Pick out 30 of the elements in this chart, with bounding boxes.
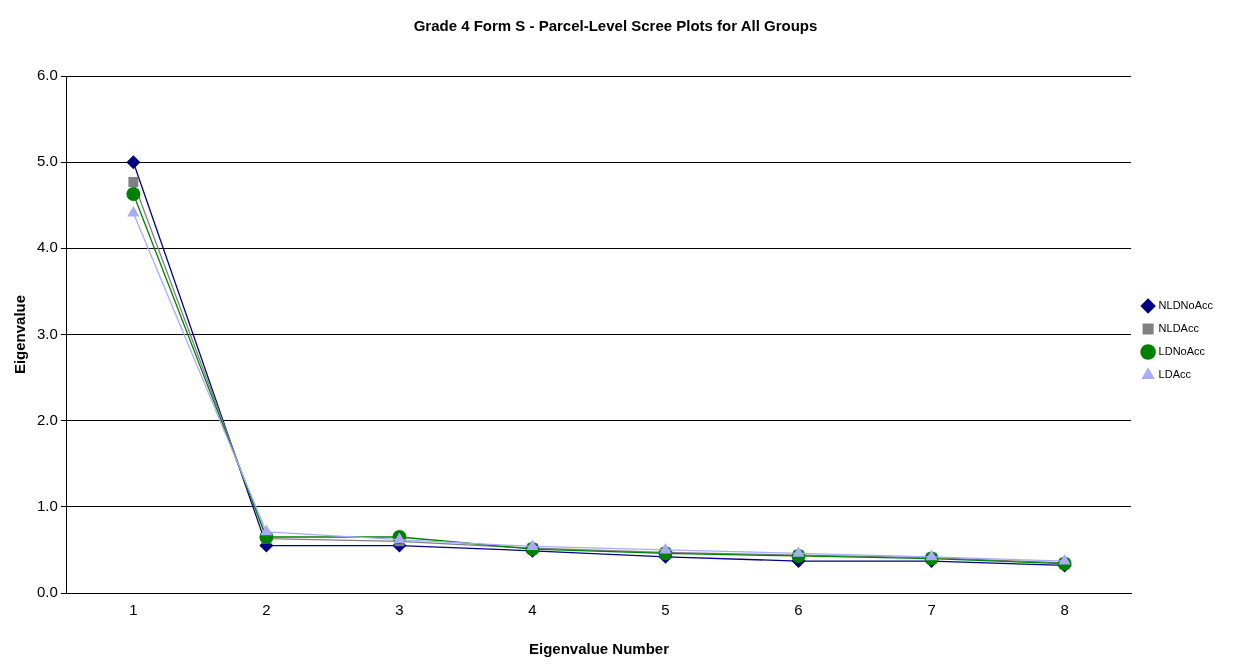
point bbox=[792, 546, 805, 557]
x-tick-label: 3 bbox=[395, 601, 404, 619]
point bbox=[127, 206, 140, 217]
y-tick-label: 2.0 bbox=[36, 410, 58, 428]
point bbox=[126, 155, 141, 170]
x-tick-label: 4 bbox=[528, 601, 537, 619]
x-tick-label: 7 bbox=[927, 601, 936, 619]
x-tick-label: 6 bbox=[794, 601, 803, 619]
legend-label: LDNoAcc bbox=[1158, 345, 1206, 358]
chart-title: Grade 4 Form S - Parcel-Level Scree Plots for All Groups bbox=[413, 17, 818, 35]
point bbox=[260, 524, 273, 536]
x-axis-title: Eigenvalue Number bbox=[528, 640, 670, 658]
point bbox=[126, 187, 141, 202]
x-tick-label: 5 bbox=[661, 601, 670, 619]
y-tick-label: 0.0 bbox=[36, 583, 58, 601]
y-tick-label: 6.0 bbox=[36, 66, 58, 84]
point bbox=[659, 542, 672, 554]
x-tick-label: 8 bbox=[1060, 601, 1069, 619]
x-tick-label: 1 bbox=[129, 601, 138, 619]
point bbox=[128, 177, 139, 187]
y-tick-label: 4.0 bbox=[36, 238, 58, 256]
legend-label: LDAcc bbox=[1158, 368, 1192, 381]
y-tick-label: 3.0 bbox=[36, 324, 58, 342]
y-axis-title: Eigenvalue bbox=[11, 294, 29, 375]
legend-label: NLDAcc bbox=[1158, 322, 1200, 335]
point bbox=[526, 539, 539, 550]
y-tick-label: 5.0 bbox=[36, 152, 58, 170]
legend-label: NLDNoAcc bbox=[1158, 299, 1214, 312]
x-tick-label: 2 bbox=[262, 601, 271, 619]
y-tick-label: 1.0 bbox=[36, 496, 58, 514]
